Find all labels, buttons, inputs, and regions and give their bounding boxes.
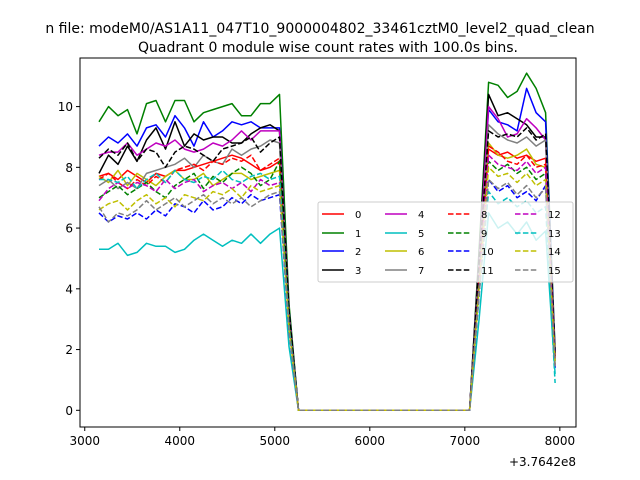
- y-tick-label: 2: [65, 343, 73, 357]
- x-tick-label: 4000: [164, 434, 195, 448]
- x-tick-label: 7000: [450, 434, 481, 448]
- legend-label-14: 14: [548, 247, 561, 258]
- legend-label-15: 15: [548, 266, 561, 277]
- legend-label-0: 0: [355, 210, 361, 221]
- y-tick-label: 4: [65, 282, 73, 296]
- series-line-15: [98, 178, 556, 412]
- series-line-14: [98, 166, 556, 412]
- legend-label-4: 4: [418, 210, 424, 221]
- x-tick-label: 6000: [355, 434, 386, 448]
- legend-label-2: 2: [355, 247, 361, 258]
- legend-label-10: 10: [481, 247, 494, 258]
- legend-label-8: 8: [481, 210, 487, 221]
- legend-label-1: 1: [355, 229, 361, 240]
- legend-label-6: 6: [418, 247, 424, 258]
- x-offset-label: +3.7642e8: [509, 455, 576, 469]
- legend-label-3: 3: [355, 266, 361, 277]
- x-tick-label: 8000: [545, 434, 576, 448]
- x-tick-label: 5000: [260, 434, 291, 448]
- legend-label-11: 11: [481, 266, 494, 277]
- y-tick-label: 8: [65, 161, 73, 175]
- y-tick-label: 10: [58, 100, 73, 114]
- y-tick-label: 6: [65, 222, 73, 236]
- suptitle: n file: modeM0/AS1A11_047T10_9000004802_…: [45, 21, 594, 37]
- legend-label-12: 12: [548, 210, 561, 221]
- x-tick-label: 3000: [69, 434, 100, 448]
- y-axis: 0 2 4 6 8 10: [58, 100, 80, 418]
- x-axis: 3000 4000 5000 6000 7000 8000: [69, 427, 575, 448]
- chart-title: Quadrant 0 module wise count rates with …: [138, 40, 518, 56]
- axes-frame: [79, 57, 577, 428]
- y-tick-label: 0: [65, 404, 73, 418]
- legend-frame: [317, 201, 574, 283]
- legend-label-7: 7: [418, 266, 424, 277]
- legend-label-13: 13: [548, 229, 561, 240]
- legend-label-9: 9: [481, 229, 487, 240]
- legend-label-5: 5: [418, 229, 424, 240]
